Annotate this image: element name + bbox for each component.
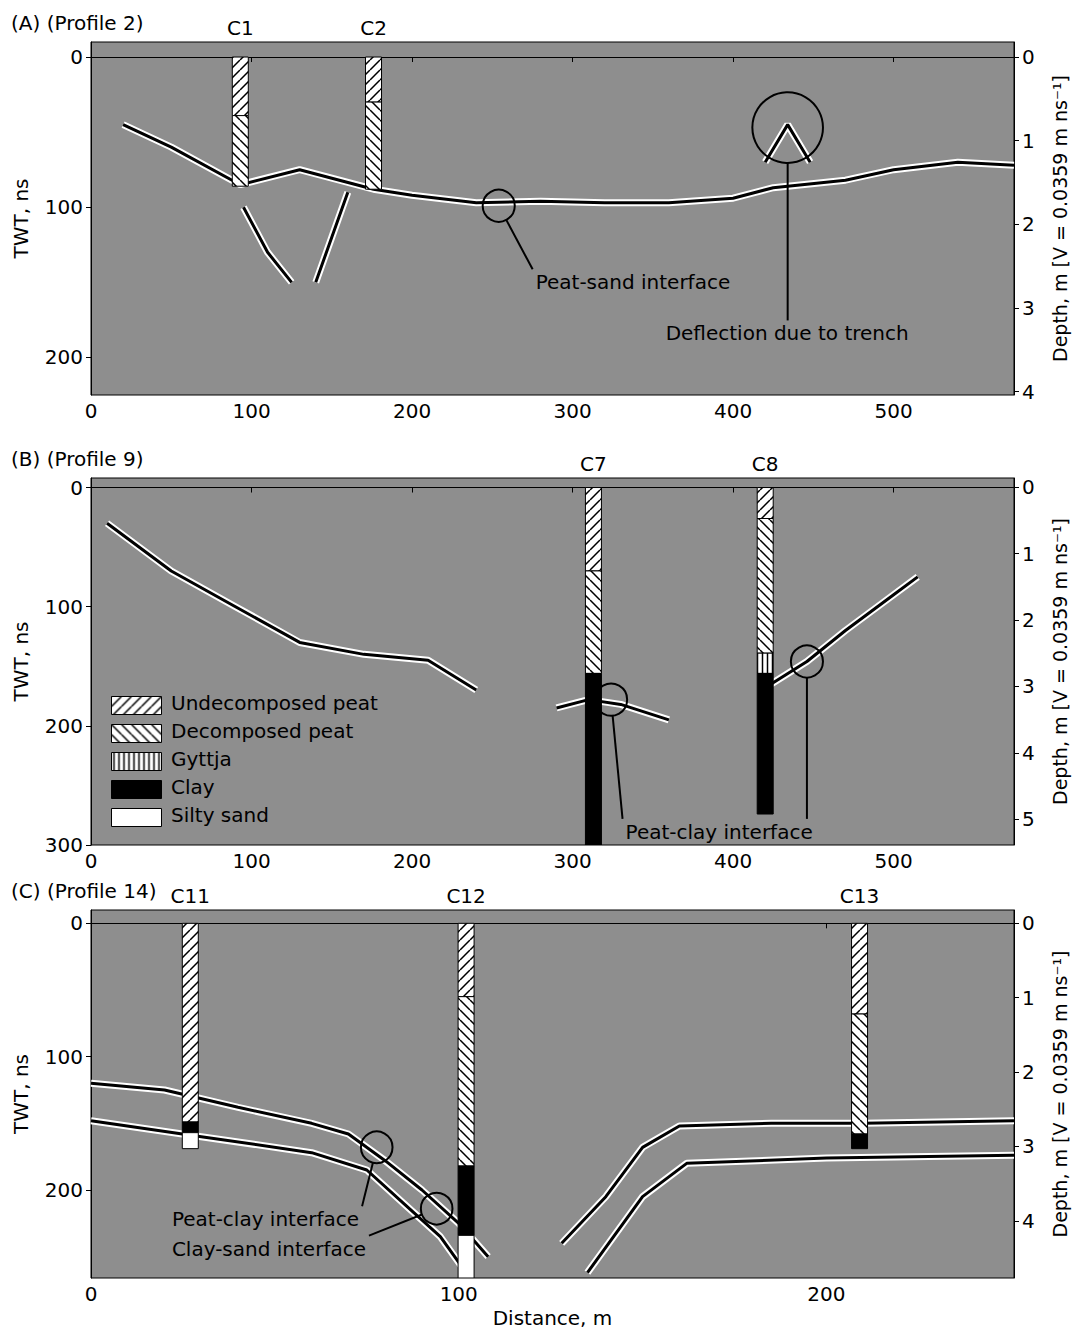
svg-text:Peat-clay interface: Peat-clay interface bbox=[626, 820, 813, 844]
svg-text:0: 0 bbox=[70, 911, 83, 935]
svg-text:2: 2 bbox=[1022, 1060, 1035, 1084]
svg-text:Clay-sand interface: Clay-sand interface bbox=[172, 1237, 366, 1261]
svg-text:C8: C8 bbox=[752, 452, 779, 476]
svg-text:200: 200 bbox=[45, 1178, 83, 1202]
svg-text:C11: C11 bbox=[171, 884, 210, 908]
svg-text:3: 3 bbox=[1022, 296, 1035, 320]
svg-text:Decomposed peat: Decomposed peat bbox=[171, 719, 353, 743]
svg-text:200: 200 bbox=[45, 714, 83, 738]
svg-text:3: 3 bbox=[1022, 674, 1035, 698]
svg-text:200: 200 bbox=[393, 399, 431, 423]
svg-text:2: 2 bbox=[1022, 212, 1035, 236]
svg-text:Peat-sand interface: Peat-sand interface bbox=[536, 270, 731, 294]
svg-text:200: 200 bbox=[45, 345, 83, 369]
svg-text:0: 0 bbox=[85, 849, 98, 873]
svg-text:0: 0 bbox=[85, 1282, 98, 1306]
svg-text:C13: C13 bbox=[840, 884, 879, 908]
svg-text:100: 100 bbox=[45, 195, 83, 219]
svg-text:200: 200 bbox=[393, 849, 431, 873]
svg-text:100: 100 bbox=[45, 595, 83, 619]
svg-text:0: 0 bbox=[70, 476, 83, 500]
svg-text:0: 0 bbox=[1022, 911, 1035, 935]
svg-text:100: 100 bbox=[45, 1045, 83, 1069]
svg-text:500: 500 bbox=[875, 849, 913, 873]
svg-text:0: 0 bbox=[85, 399, 98, 423]
svg-text:0: 0 bbox=[70, 45, 83, 69]
svg-text:Depth, m [V = 0.0359 m ns⁻¹]: Depth, m [V = 0.0359 m ns⁻¹] bbox=[1049, 951, 1071, 1238]
svg-text:0: 0 bbox=[1022, 45, 1035, 69]
svg-text:1: 1 bbox=[1022, 542, 1035, 566]
svg-text:300: 300 bbox=[553, 399, 591, 423]
svg-text:Depth, m [V = 0.0359 m ns⁻¹]: Depth, m [V = 0.0359 m ns⁻¹] bbox=[1049, 518, 1071, 805]
svg-text:200: 200 bbox=[807, 1282, 845, 1306]
svg-text:C2: C2 bbox=[360, 16, 387, 40]
svg-text:5: 5 bbox=[1022, 807, 1035, 831]
svg-text:4: 4 bbox=[1022, 741, 1035, 765]
svg-text:500: 500 bbox=[875, 399, 913, 423]
svg-text:C1: C1 bbox=[227, 16, 254, 40]
svg-text:100: 100 bbox=[440, 1282, 478, 1306]
svg-text:Undecomposed peat: Undecomposed peat bbox=[171, 691, 378, 715]
svg-text:4: 4 bbox=[1022, 380, 1035, 404]
svg-text:1: 1 bbox=[1022, 986, 1035, 1010]
svg-text:100: 100 bbox=[232, 399, 270, 423]
svg-text:Gyttja: Gyttja bbox=[171, 747, 232, 771]
svg-text:4: 4 bbox=[1022, 1209, 1035, 1233]
svg-text:3: 3 bbox=[1022, 1134, 1035, 1158]
svg-text:100: 100 bbox=[232, 849, 270, 873]
svg-text:1: 1 bbox=[1022, 129, 1035, 153]
svg-text:TWT, ns: TWT, ns bbox=[9, 1054, 33, 1135]
svg-text:Silty sand: Silty sand bbox=[171, 803, 269, 827]
svg-text:400: 400 bbox=[714, 849, 752, 873]
svg-text:Depth, m [V = 0.0359 m ns⁻¹]: Depth, m [V = 0.0359 m ns⁻¹] bbox=[1049, 75, 1071, 362]
svg-text:TWT, ns: TWT, ns bbox=[9, 178, 33, 259]
svg-text:C7: C7 bbox=[580, 452, 607, 476]
svg-text:(B) (Profile 9): (B) (Profile 9) bbox=[11, 447, 144, 471]
svg-text:Peat-clay interface: Peat-clay interface bbox=[172, 1207, 359, 1231]
svg-text:TWT, ns: TWT, ns bbox=[9, 621, 33, 702]
svg-text:400: 400 bbox=[714, 399, 752, 423]
svg-text:(A) (Profile 2): (A) (Profile 2) bbox=[11, 11, 144, 35]
svg-text:0: 0 bbox=[1022, 475, 1035, 499]
svg-text:Deflection due to trench: Deflection due to trench bbox=[666, 321, 909, 345]
svg-text:Distance, m: Distance, m bbox=[493, 1306, 613, 1330]
svg-text:(C) (Profile 14): (C) (Profile 14) bbox=[11, 879, 157, 903]
svg-text:Clay: Clay bbox=[171, 775, 215, 799]
svg-text:2: 2 bbox=[1022, 608, 1035, 632]
svg-text:C12: C12 bbox=[446, 884, 485, 908]
svg-text:300: 300 bbox=[45, 833, 83, 857]
svg-text:300: 300 bbox=[553, 849, 591, 873]
